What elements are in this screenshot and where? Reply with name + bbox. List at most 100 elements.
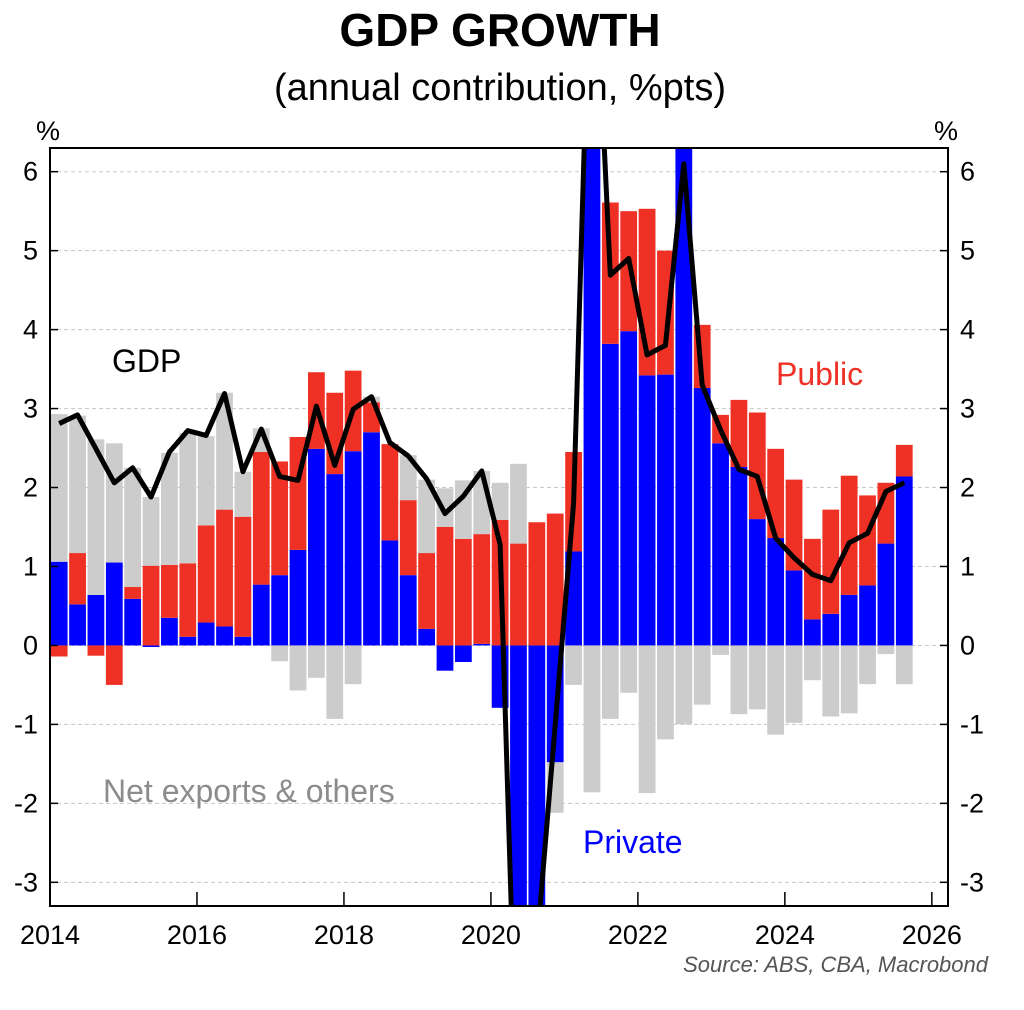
bar-net-exports-others-2025Q2: [877, 645, 895, 655]
bar-net-exports-others-2020Q2: [510, 463, 527, 544]
annotation-public: Public: [776, 356, 863, 392]
gdp-line: [537, 147, 587, 907]
bar-private-2015Q2: [142, 645, 160, 648]
bar-private-2016Q1: [197, 622, 215, 646]
y-tick-label-left: 4: [23, 315, 38, 345]
bar-net-exports-others-2023Q4: [767, 645, 785, 735]
y-tick-label-left: 6: [23, 157, 38, 187]
y-tick-label-right: -2: [960, 788, 984, 818]
bar-public-2019Q2: [436, 527, 454, 646]
y-tick-label-right: -3: [960, 867, 984, 897]
bar-net-exports-others-2017Q1: [271, 645, 289, 662]
annotations: GDP Public Net exports & others Private: [103, 343, 863, 860]
bar-net-exports-others-2024Q1: [785, 645, 803, 723]
y-tick-label-right: 2: [960, 473, 975, 503]
bar-private-2018Q3: [381, 540, 399, 646]
bar-net-exports-others-2022Q1: [638, 645, 656, 794]
bar-private-2024Q4: [840, 594, 858, 646]
bar-private-2025Q1: [859, 585, 876, 646]
y-tick-label-right: 1: [960, 551, 975, 581]
bar-net-exports-others-2021Q1: [565, 645, 582, 685]
y-tick-label-left: -3: [14, 867, 38, 897]
x-tick-label: 2016: [167, 920, 227, 950]
bar-public-2024Q4: [840, 475, 858, 595]
bar-net-exports-others-2021Q4: [620, 645, 638, 693]
annotation-net-exports-others: Net exports & others: [103, 773, 395, 809]
gdp-line: [601, 147, 906, 584]
bar-private-2022Q2: [657, 374, 674, 646]
bar-private-2019Q1: [418, 628, 436, 646]
bar-private-2023Q2: [730, 466, 748, 646]
bar-private-2022Q4: [693, 388, 711, 646]
annotation-gdp: GDP: [112, 343, 181, 379]
bar-public-2016Q3: [234, 516, 252, 637]
bar-private-2016Q2: [216, 626, 233, 646]
bar-net-exports-others-2014Q4: [105, 443, 123, 563]
bar-net-exports-others-2023Q3: [748, 645, 766, 710]
bar-public-2020Q2: [510, 543, 527, 646]
bar-net-exports-others-2024Q4: [840, 645, 858, 714]
bar-private-2020Q3: [528, 645, 546, 906]
bar-public-2024Q3: [822, 509, 840, 614]
bar-private-2019Q4: [473, 643, 491, 646]
bar-public-2020Q3: [528, 522, 546, 646]
bar-private-2017Q1: [271, 575, 289, 646]
bar-private-2021Q3: [601, 343, 619, 646]
bar-net-exports-others-2019Q1: [418, 479, 436, 554]
bar-net-exports-others-2016Q3: [234, 471, 252, 517]
bar-public-2016Q1: [197, 525, 215, 623]
bar-net-exports-others-2022Q3: [675, 645, 693, 725]
annotation-private: Private: [583, 824, 683, 860]
bar-private-2023Q3: [748, 519, 766, 646]
bar-private-2024Q2: [804, 619, 821, 646]
bar-public-2015Q2: [142, 565, 160, 646]
chart-title: GDP GROWTH: [339, 4, 660, 56]
bar-public-2017Q1: [271, 461, 289, 576]
bar-private-2023Q1: [712, 443, 729, 646]
bar-net-exports-others-2014Q2: [69, 415, 86, 554]
bar-public-2016Q4: [252, 451, 270, 585]
x-tick-label: 2018: [314, 920, 374, 950]
bar-private-2015Q1: [124, 598, 142, 646]
bar-net-exports-others-2018Q1: [344, 645, 362, 685]
y-tick-label-left: -1: [14, 709, 38, 739]
bar-private-2022Q3: [675, 148, 693, 646]
bar-private-2017Q4: [326, 474, 344, 646]
bar-net-exports-others-2022Q4: [693, 645, 711, 705]
bar-private-2018Q4: [399, 575, 417, 646]
bar-private-2014Q1: [50, 561, 68, 646]
bar-private-2018Q1: [344, 451, 362, 646]
bar-private-2016Q3: [234, 636, 252, 646]
bar-net-exports-others-2015Q4: [179, 433, 197, 564]
bar-net-exports-others-2016Q1: [197, 436, 215, 526]
bar-private-2015Q3: [161, 617, 178, 646]
axes: -3 -3 -2 -2 -1 -1 0 0 1 1 2 2 3 3 4 4 5 5 6 6 2014 2016 2018 20…: [14, 157, 984, 950]
bar-public-2015Q3: [161, 564, 178, 618]
bar-net-exports-others-2020Q1: [491, 482, 509, 520]
bar-net-exports-others-2025Q3: [895, 645, 913, 685]
bar-net-exports-others-2023Q2: [730, 645, 748, 715]
bar-net-exports-others-2023Q1: [712, 645, 729, 655]
bar-private-2019Q3: [454, 645, 472, 663]
y-tick-label-left: 2: [23, 473, 38, 503]
bar-net-exports-others-2025Q1: [859, 645, 876, 685]
bar-net-exports-others-2018Q4: [399, 455, 417, 501]
y-tick-label-left: 1: [23, 551, 38, 581]
bar-private-2014Q3: [87, 594, 105, 646]
bar-net-exports-others-2015Q1: [124, 467, 142, 588]
bar-public-2016Q2: [216, 509, 233, 627]
bar-net-exports-others-2015Q3: [161, 452, 178, 565]
bar-public-2014Q3: [87, 645, 105, 656]
y-tick-label-right: 6: [960, 157, 975, 187]
bar-net-exports-others-2017Q3: [308, 645, 325, 678]
bar-private-2014Q4: [105, 562, 123, 646]
bar-net-exports-others-2019Q2: [436, 488, 454, 527]
bar-private-2015Q4: [179, 636, 197, 646]
y-tick-label-left: 3: [23, 394, 38, 424]
bar-net-exports-others-2022Q2: [657, 645, 674, 740]
bar-public-2019Q4: [473, 534, 491, 644]
bar-private-2020Q2: [510, 645, 527, 906]
bar-net-exports-others-2014Q1: [50, 414, 68, 562]
chart-subtitle: (annual contribution, %pts): [274, 67, 726, 109]
